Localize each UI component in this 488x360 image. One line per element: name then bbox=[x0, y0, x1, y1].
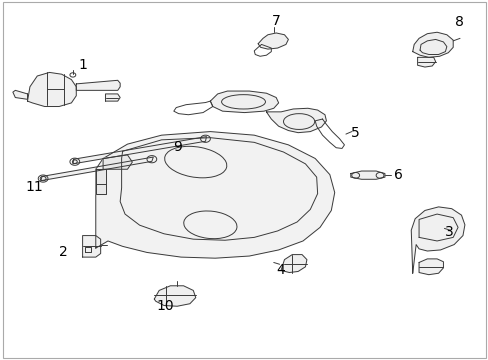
Text: 11: 11 bbox=[25, 180, 42, 194]
Text: 5: 5 bbox=[350, 126, 359, 140]
Polygon shape bbox=[154, 286, 195, 306]
Polygon shape bbox=[417, 57, 435, 67]
Polygon shape bbox=[105, 94, 120, 101]
Text: 4: 4 bbox=[276, 264, 285, 277]
Polygon shape bbox=[258, 33, 288, 49]
Text: 10: 10 bbox=[156, 298, 174, 312]
Polygon shape bbox=[410, 207, 464, 273]
Polygon shape bbox=[103, 155, 132, 169]
Polygon shape bbox=[41, 157, 153, 181]
Text: 2: 2 bbox=[59, 246, 67, 260]
Polygon shape bbox=[27, 72, 76, 107]
Polygon shape bbox=[412, 32, 452, 57]
Polygon shape bbox=[96, 169, 105, 194]
Text: 9: 9 bbox=[172, 140, 181, 154]
Polygon shape bbox=[76, 80, 120, 90]
Polygon shape bbox=[266, 108, 326, 133]
Polygon shape bbox=[210, 91, 278, 113]
Polygon shape bbox=[96, 132, 334, 258]
Text: 1: 1 bbox=[78, 58, 87, 72]
Polygon shape bbox=[73, 136, 206, 164]
Text: 3: 3 bbox=[444, 225, 453, 239]
Polygon shape bbox=[82, 235, 101, 257]
Text: 6: 6 bbox=[393, 168, 402, 182]
Text: 7: 7 bbox=[271, 14, 280, 28]
Polygon shape bbox=[281, 255, 306, 273]
Polygon shape bbox=[350, 171, 384, 179]
Polygon shape bbox=[13, 90, 27, 99]
Text: 8: 8 bbox=[454, 15, 463, 29]
Polygon shape bbox=[418, 259, 443, 275]
